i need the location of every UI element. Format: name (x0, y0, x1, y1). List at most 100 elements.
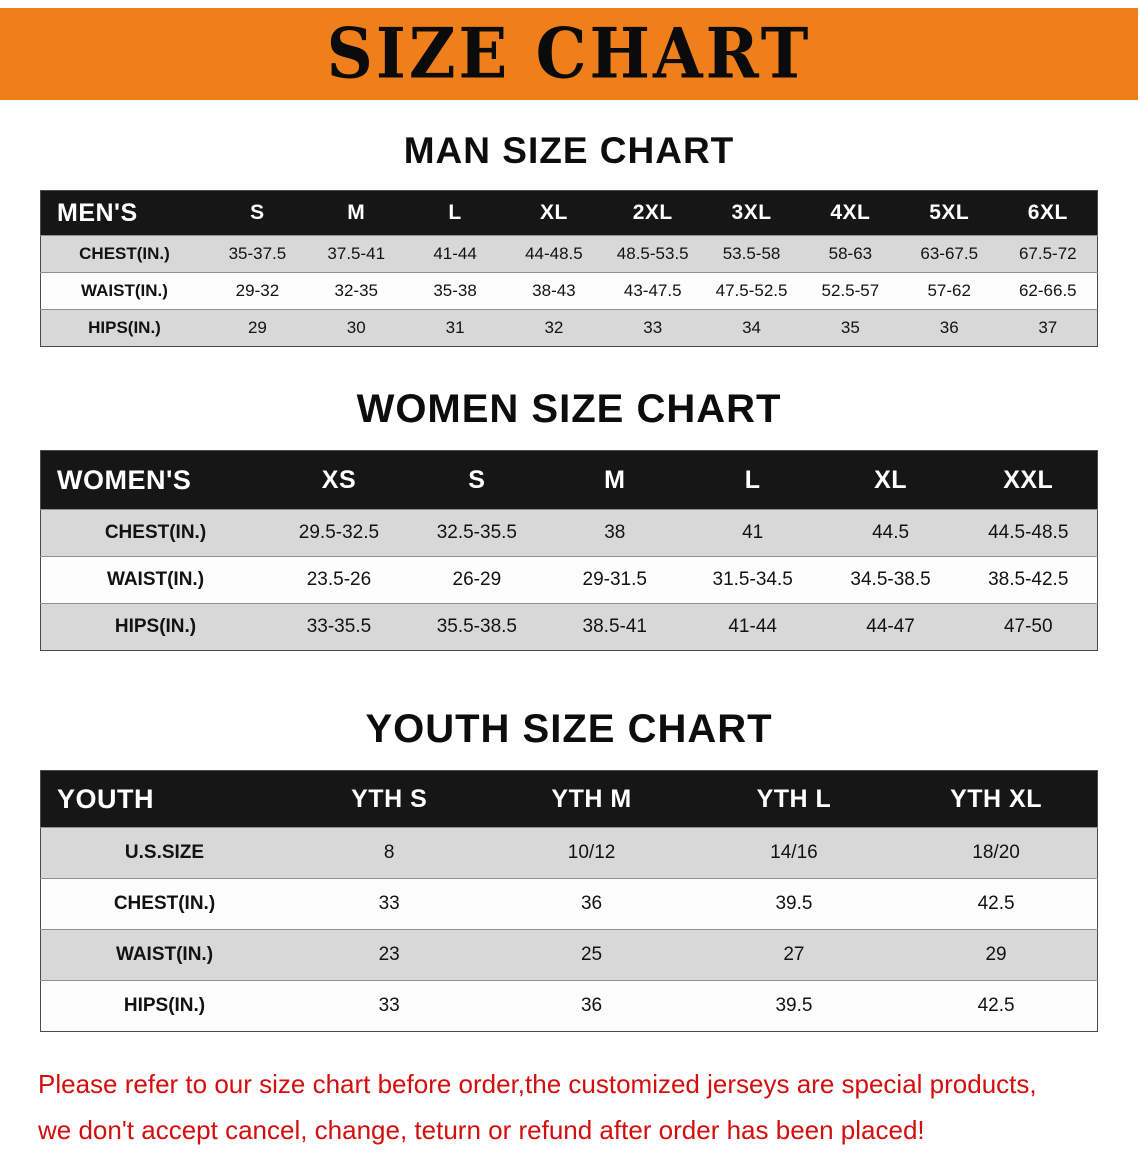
size-value-cell: 26-29 (407, 556, 546, 604)
size-column-header: M (545, 450, 684, 510)
youth-section-heading: YOUTH SIZE CHART (365, 707, 773, 751)
size-column-header: 3XL (702, 190, 801, 236)
size-value-cell: 34 (702, 309, 801, 347)
measurement-row-label: WAIST(IN.) (40, 556, 270, 604)
banner: SIZE CHART (0, 8, 1138, 100)
youth-size-section: YOUTH SIZE CHART YOUTH YTH S YTH M YTH L YTH… (0, 707, 1138, 1032)
size-value-cell: 29 (208, 309, 307, 347)
men-section-heading: MAN SIZE CHART (403, 130, 735, 171)
size-value-cell: 33 (288, 878, 491, 930)
size-column-header: XL (821, 450, 960, 510)
size-column-header: 4XL (800, 190, 900, 236)
table-row: HIPS(IN.) 33 36 39.5 42.5 (40, 980, 1098, 1032)
size-value-cell: 44.5 (821, 509, 960, 557)
size-column-header: L (405, 190, 505, 236)
size-value-cell: 29-32 (208, 272, 307, 310)
size-value-cell: 30 (306, 309, 406, 347)
women-size-table-grid: WOMEN'S XS S M L XL XXL CHEST(IN.) 29.5-32.5 32.5… (40, 450, 1098, 651)
size-value-cell: 42.5 (895, 878, 1098, 930)
men-size-table: MEN'S S M L XL 2XL 3XL 4XL 5XL 6XL CHEST(IN.) 35-37… (40, 190, 1098, 347)
disclaimer: Please refer to our size chart before or… (38, 1066, 1100, 1149)
table-corner-label: MEN'S (40, 190, 208, 236)
size-chart-page: SIZE CHART MAN SIZE CHART MEN'S S M L XL 2XL 3… (0, 8, 1138, 1149)
disclaimer-line-1: Please refer to our size chart before or… (38, 1069, 1037, 1099)
table-row: CHEST(IN.) 29.5-32.5 32.5-35.5 38 41 44.5 44.5… (40, 509, 1098, 557)
size-value-cell: 41-44 (683, 603, 822, 651)
size-value-cell: 32-35 (306, 272, 406, 310)
size-value-cell: 32 (504, 309, 604, 347)
size-value-cell: 44.5-48.5 (959, 509, 1098, 557)
size-value-cell: 57-62 (899, 272, 999, 310)
size-value-cell: 36 (490, 980, 693, 1032)
size-value-cell: 33-35.5 (270, 603, 408, 651)
size-value-cell: 41 (683, 509, 822, 557)
disclaimer-line-2: we don't accept cancel, change, teturn o… (38, 1114, 925, 1145)
table-row: WAIST(IN.) 23.5-26 26-29 29-31.5 31.5-34.5 34… (40, 556, 1098, 604)
size-value-cell: 44-48.5 (504, 235, 604, 273)
size-value-cell: 41-44 (405, 235, 505, 273)
size-value-cell: 36 (490, 878, 693, 930)
youth-size-table-grid: YOUTH YTH S YTH M YTH L YTH XL U.S.SIZE 8 10/12… (40, 770, 1098, 1032)
size-value-cell: 47.5-52.5 (702, 272, 801, 310)
size-value-cell: 34.5-38.5 (821, 556, 960, 604)
size-column-header: YTH M (490, 770, 693, 828)
measurement-row-label: U.S.SIZE (40, 827, 288, 879)
size-value-cell: 43-47.5 (603, 272, 703, 310)
size-column-header: S (407, 450, 546, 510)
size-value-cell: 38.5-42.5 (959, 556, 1098, 604)
size-value-cell: 39.5 (692, 980, 896, 1032)
size-value-cell: 31 (405, 309, 505, 347)
page-title: SIZE CHART (326, 13, 812, 95)
size-column-header: XL (504, 190, 604, 236)
measurement-row-label: HIPS(IN.) (40, 980, 288, 1032)
size-column-header: YTH XL (895, 770, 1098, 828)
size-value-cell: 47-50 (959, 603, 1098, 651)
measurement-row-label: HIPS(IN.) (40, 603, 270, 651)
size-value-cell: 35-37.5 (208, 235, 307, 273)
size-value-cell: 58-63 (800, 235, 900, 273)
size-value-cell: 37.5-41 (306, 235, 406, 273)
size-value-cell: 39.5 (692, 878, 896, 930)
measurement-row-label: HIPS(IN.) (40, 309, 208, 347)
table-corner-label: WOMEN'S (40, 450, 270, 510)
size-value-cell: 14/16 (692, 827, 896, 879)
size-column-header: YTH L (692, 770, 896, 828)
measurement-row-label: CHEST(IN.) (40, 878, 288, 930)
men-size-table-grid: MEN'S S M L XL 2XL 3XL 4XL 5XL 6XL CHEST(IN.) 35-37… (40, 190, 1098, 347)
table-header-row: MEN'S S M L XL 2XL 3XL 4XL 5XL 6XL (40, 190, 1098, 236)
size-value-cell: 25 (490, 929, 693, 981)
measurement-row-label: CHEST(IN.) (40, 235, 208, 273)
size-value-cell: 42.5 (895, 980, 1098, 1032)
table-row: CHEST(IN.) 33 36 39.5 42.5 (40, 878, 1098, 930)
table-row: U.S.SIZE 8 10/12 14/16 18/20 (40, 827, 1098, 879)
women-size-table: WOMEN'S XS S M L XL XXL CHEST(IN.) 29.5-32.5 32.5… (40, 450, 1098, 651)
table-header-row: WOMEN'S XS S M L XL XXL (40, 450, 1098, 510)
size-value-cell: 23 (288, 929, 491, 981)
table-corner-label: YOUTH (40, 770, 288, 828)
size-value-cell: 48.5-53.5 (603, 235, 703, 273)
women-size-section: WOMEN SIZE CHART WOMEN'S XS S M L XL XXL CHEST(… (0, 387, 1138, 651)
size-value-cell: 10/12 (490, 827, 693, 879)
size-value-cell: 23.5-26 (270, 556, 408, 604)
size-value-cell: 38-43 (504, 272, 604, 310)
size-column-header: XXL (959, 450, 1098, 510)
size-column-header: XS (270, 450, 408, 510)
size-value-cell: 36 (899, 309, 999, 347)
table-row: WAIST(IN.) 29-32 32-35 35-38 38-43 43-47.5 47.… (40, 272, 1098, 310)
measurement-row-label: CHEST(IN.) (40, 509, 270, 557)
youth-size-table: YOUTH YTH S YTH M YTH L YTH XL U.S.SIZE 8 10/12… (40, 770, 1098, 1032)
size-value-cell: 27 (692, 929, 896, 981)
size-value-cell: 35-38 (405, 272, 505, 310)
size-column-header: YTH S (288, 770, 491, 828)
size-column-header: L (683, 450, 822, 510)
table-row: HIPS(IN.) 29 30 31 32 33 34 35 36 37 (40, 309, 1098, 347)
size-value-cell: 35 (800, 309, 900, 347)
size-value-cell: 52.5-57 (800, 272, 900, 310)
table-row: WAIST(IN.) 23 25 27 29 (40, 929, 1098, 981)
size-value-cell: 29 (895, 929, 1098, 981)
size-value-cell: 62-66.5 (998, 272, 1098, 310)
size-value-cell: 67.5-72 (998, 235, 1098, 273)
table-row: HIPS(IN.) 33-35.5 35.5-38.5 38.5-41 41-44 44-… (40, 603, 1098, 651)
table-row: CHEST(IN.) 35-37.5 37.5-41 41-44 44-48.5 48.5… (40, 235, 1098, 273)
size-value-cell: 32.5-35.5 (407, 509, 546, 557)
